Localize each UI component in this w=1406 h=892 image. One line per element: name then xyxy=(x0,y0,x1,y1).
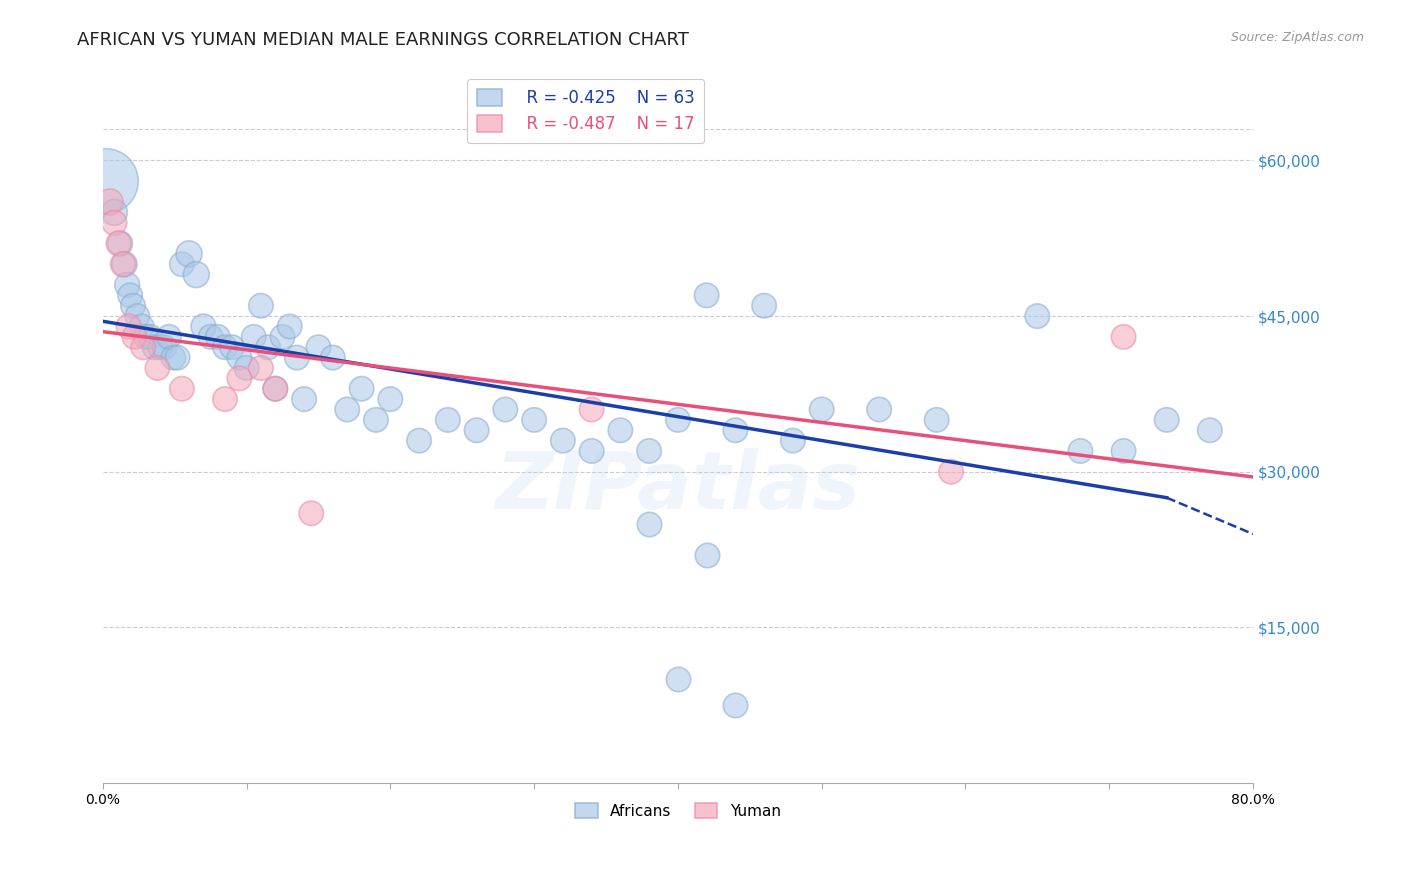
Point xyxy=(638,516,661,531)
Point xyxy=(108,236,131,251)
Point xyxy=(696,548,718,562)
Point xyxy=(322,351,344,365)
Point xyxy=(124,330,146,344)
Point xyxy=(135,330,157,344)
Point xyxy=(235,361,257,376)
Point xyxy=(131,319,153,334)
Text: AFRICAN VS YUMAN MEDIAN MALE EARNINGS CORRELATION CHART: AFRICAN VS YUMAN MEDIAN MALE EARNINGS CO… xyxy=(77,31,689,49)
Point xyxy=(581,444,603,458)
Point xyxy=(250,361,273,376)
Point xyxy=(162,351,184,365)
Point xyxy=(307,340,329,354)
Point xyxy=(115,277,138,292)
Point xyxy=(666,413,689,427)
Point xyxy=(1112,444,1135,458)
Point xyxy=(278,319,301,334)
Point xyxy=(336,402,359,417)
Point xyxy=(200,330,222,344)
Point xyxy=(139,330,162,344)
Point xyxy=(118,319,141,334)
Point xyxy=(364,413,387,427)
Point xyxy=(408,434,430,448)
Point xyxy=(581,402,603,417)
Point xyxy=(1156,413,1178,427)
Point xyxy=(103,205,125,219)
Point xyxy=(752,299,775,313)
Point xyxy=(437,413,460,427)
Point xyxy=(299,506,322,520)
Point xyxy=(264,382,287,396)
Point xyxy=(207,330,229,344)
Point xyxy=(551,434,574,448)
Point xyxy=(1112,330,1135,344)
Point xyxy=(193,319,215,334)
Point xyxy=(638,444,661,458)
Point xyxy=(242,330,264,344)
Legend: Africans, Yuman: Africans, Yuman xyxy=(569,797,787,825)
Point xyxy=(153,340,176,354)
Point xyxy=(250,299,273,313)
Point xyxy=(1198,423,1220,437)
Point xyxy=(292,392,315,406)
Point xyxy=(350,382,373,396)
Point xyxy=(122,299,145,313)
Point xyxy=(285,351,308,365)
Point xyxy=(170,257,193,271)
Point xyxy=(465,423,488,437)
Point xyxy=(120,288,142,302)
Point xyxy=(724,423,747,437)
Point xyxy=(214,340,236,354)
Point xyxy=(127,309,149,323)
Point xyxy=(925,413,948,427)
Point xyxy=(609,423,631,437)
Point xyxy=(214,392,236,406)
Point xyxy=(107,236,129,251)
Point xyxy=(132,340,155,354)
Point xyxy=(271,330,294,344)
Point xyxy=(112,257,135,271)
Point xyxy=(724,698,747,713)
Point xyxy=(170,382,193,396)
Point xyxy=(939,465,962,479)
Point xyxy=(696,288,718,302)
Point xyxy=(264,382,287,396)
Point xyxy=(228,351,250,365)
Point xyxy=(782,434,804,448)
Point xyxy=(868,402,890,417)
Point xyxy=(177,247,200,261)
Point xyxy=(146,361,169,376)
Point xyxy=(228,371,250,385)
Point xyxy=(1026,309,1049,323)
Point xyxy=(143,340,166,354)
Point xyxy=(1069,444,1091,458)
Point xyxy=(103,216,125,230)
Point xyxy=(380,392,402,406)
Point xyxy=(810,402,832,417)
Point xyxy=(149,340,172,354)
Point xyxy=(221,340,243,354)
Point xyxy=(157,330,180,344)
Text: Source: ZipAtlas.com: Source: ZipAtlas.com xyxy=(1230,31,1364,45)
Point xyxy=(257,340,280,354)
Point xyxy=(186,268,208,282)
Point xyxy=(523,413,546,427)
Point xyxy=(94,174,117,188)
Point xyxy=(494,402,516,417)
Text: ZIPatlas: ZIPatlas xyxy=(495,448,860,525)
Point xyxy=(98,194,121,209)
Point xyxy=(166,351,188,365)
Point xyxy=(666,673,689,687)
Point xyxy=(111,257,134,271)
